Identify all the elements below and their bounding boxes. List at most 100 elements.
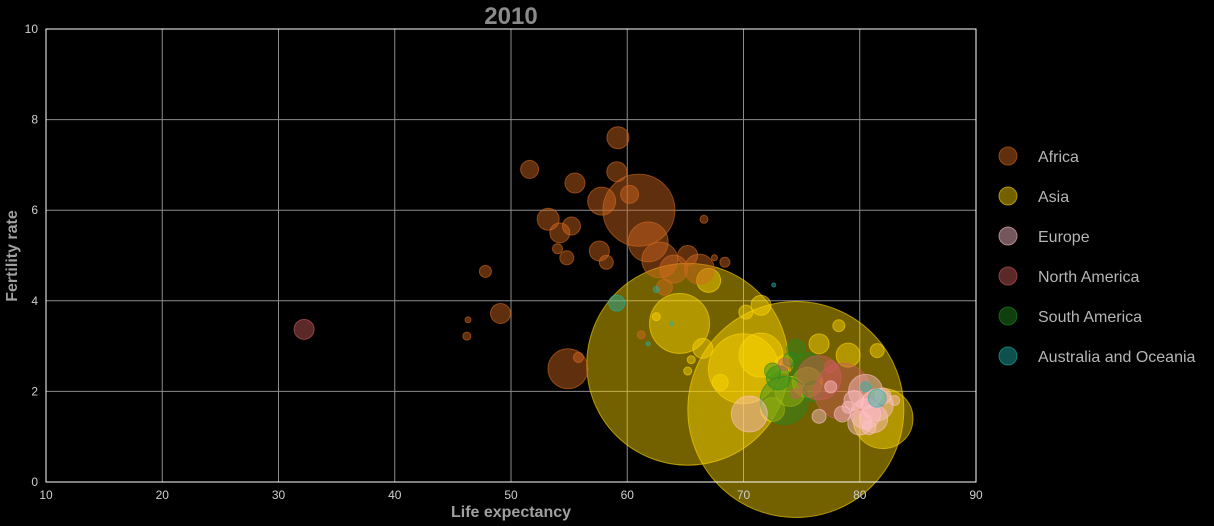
point-north-america-6 [824, 359, 838, 373]
point-asia-11 [869, 343, 885, 359]
legend-label-europe: Europe [1038, 229, 1090, 246]
legend-marker-north-america [998, 266, 1018, 286]
point-africa-28 [552, 243, 563, 255]
point-australia-and-oceania-1 [652, 285, 660, 293]
point-north-america-4 [293, 318, 315, 340]
point-europe-5 [843, 389, 865, 411]
y-tick-labels: 0 2 4 6 8 10 [25, 22, 39, 489]
point-asia-6 [750, 294, 772, 316]
legend-label-australia-and-oceania: Australia and Oceania [1038, 349, 1196, 366]
point-africa-26 [710, 254, 718, 262]
x-tick-label-5: 60 [621, 488, 635, 502]
legend-label-africa: Africa [1038, 149, 1079, 166]
x-tick-label-2: 30 [272, 488, 286, 502]
point-australia-and-oceania-3 [771, 282, 777, 288]
point-africa-6 [620, 184, 640, 204]
point-australia-and-oceania-2 [668, 320, 674, 326]
x-axis-label: Life expectancy [451, 504, 571, 521]
x-tick-label-7: 80 [853, 488, 867, 502]
point-europe-7 [811, 408, 827, 424]
x-tick-label-6: 70 [737, 488, 751, 502]
legend-marker-asia [998, 186, 1018, 206]
legend-label-south-america: South America [1038, 309, 1142, 326]
legend-label-asia: Asia [1038, 189, 1069, 206]
y-axis-label: Fertility rate [4, 210, 21, 302]
point-north-america-1 [796, 355, 842, 401]
series-africa [462, 126, 731, 390]
point-north-america-3 [777, 357, 791, 371]
legend: Africa Asia Europe North America South Ameri… [998, 146, 1196, 366]
x-tick-label-3: 40 [388, 488, 402, 502]
point-australia-and-oceania-4 [645, 341, 651, 347]
series-south-america [759, 338, 824, 425]
x-tick-label-1: 20 [156, 488, 170, 502]
series-europe [730, 373, 901, 436]
point-africa-9 [561, 216, 581, 236]
point-asia-1 [687, 301, 905, 519]
point-south-america-1 [790, 352, 824, 386]
point-north-america-5 [790, 388, 802, 400]
point-africa-4 [606, 161, 628, 183]
point-africa-27 [636, 330, 646, 340]
point-australia-and-oceania-6 [860, 381, 872, 393]
data-points [293, 126, 914, 519]
point-asia-9 [832, 319, 846, 333]
point-south-america-4 [802, 380, 824, 402]
point-africa-16 [683, 253, 715, 285]
point-africa-22 [547, 348, 589, 390]
point-africa-17 [559, 250, 575, 266]
y-tick-label-1: 2 [31, 384, 38, 398]
y-tick-label-2: 4 [31, 294, 38, 308]
point-africa-3 [564, 172, 586, 194]
series-north-america [293, 318, 884, 420]
point-asia-10 [808, 333, 830, 355]
point-africa-21 [462, 331, 472, 341]
point-africa-8 [549, 222, 571, 244]
point-europe-10 [824, 380, 838, 394]
series-australia-and-oceania [608, 282, 887, 408]
point-africa-10 [627, 221, 669, 263]
point-europe-0 [730, 395, 768, 433]
point-europe-8 [847, 410, 873, 436]
point-asia-18 [686, 355, 696, 365]
point-africa-29 [655, 278, 673, 296]
point-africa-15 [677, 245, 699, 266]
point-asia-16 [692, 337, 714, 359]
chart-title: 2010 [484, 3, 537, 30]
point-africa-20 [464, 316, 472, 324]
point-africa-25 [719, 256, 731, 268]
point-europe-12 [889, 394, 901, 406]
point-africa-5 [587, 186, 617, 216]
x-tick-labels: 10 20 30 40 50 60 70 80 90 [39, 488, 983, 502]
x-tick-label-0: 10 [39, 488, 53, 502]
point-africa-13 [598, 254, 614, 270]
x-tick-label-8: 90 [969, 488, 983, 502]
point-asia-2 [649, 292, 711, 354]
y-tick-label-4: 8 [31, 113, 38, 127]
x-tick-label-4: 50 [504, 488, 518, 502]
point-australia-and-oceania-0 [608, 294, 626, 312]
point-asia-0 [586, 262, 790, 466]
y-tick-label-0: 0 [31, 475, 38, 489]
point-africa-2 [520, 159, 540, 179]
point-south-america-6 [764, 362, 782, 380]
point-australia-and-oceania-5 [867, 388, 887, 408]
y-tick-label-3: 6 [31, 203, 38, 217]
point-asia-15 [791, 366, 823, 398]
y-tick-label-5: 10 [25, 22, 39, 36]
legend-marker-australia-and-oceania [998, 346, 1018, 366]
point-asia-13 [835, 342, 861, 368]
legend-marker-south-america [998, 306, 1018, 326]
legend-label-north-america: North America [1038, 269, 1139, 286]
point-asia-20 [711, 373, 729, 391]
point-europe-9 [874, 387, 892, 405]
point-asia-17 [683, 366, 693, 376]
point-africa-19 [490, 302, 512, 324]
point-africa-24 [699, 214, 709, 224]
point-africa-11 [641, 241, 679, 279]
point-asia-19 [651, 312, 661, 322]
point-africa-23 [572, 351, 584, 363]
point-asia-7 [738, 304, 754, 320]
legend-marker-europe [998, 226, 1018, 246]
